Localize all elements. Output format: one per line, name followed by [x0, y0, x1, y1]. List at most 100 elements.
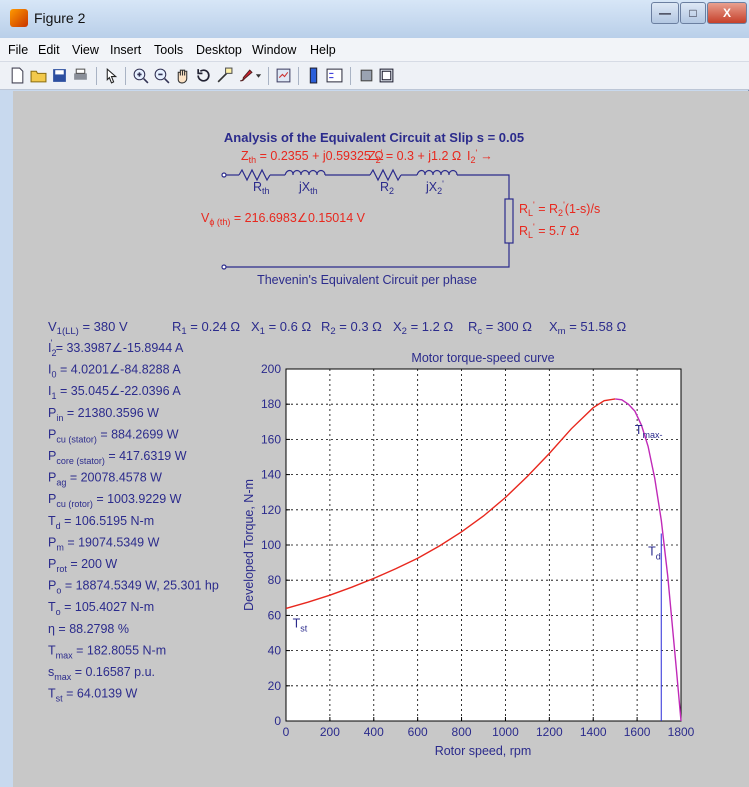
rl-formula: RL' = R2'(1-s)/s — [519, 200, 600, 218]
result-item: I1 = 35.045∠-22.0396 A — [48, 384, 181, 401]
result-item: I2' = 33.3987∠-15.8944 A — [48, 338, 184, 358]
menu-help[interactable]: Help — [310, 43, 336, 57]
result-item: η = 88.2798 % — [48, 622, 129, 636]
link-plot-icon[interactable] — [275, 67, 292, 84]
x-tick-label: 200 — [320, 725, 340, 739]
machine-parameters: V1(LL) = 380 V R1 = 0.24 Ω X1 = 0.6 Ω R2… — [48, 319, 627, 337]
series-line-0 — [285, 398, 616, 610]
result-item: Pm = 19074.5349 W — [48, 535, 160, 552]
result-item: smax = 0.16587 p.u. — [48, 665, 155, 682]
menu-file[interactable]: File — [8, 43, 29, 57]
zoom-in-icon[interactable] — [132, 67, 149, 84]
menu-desktop[interactable]: Desktop — [196, 43, 242, 57]
maximize-icon: □ — [689, 6, 697, 20]
x-tick-label: 1400 — [580, 725, 607, 739]
y-tick-label: 200 — [261, 362, 281, 376]
y-tick-label: 0 — [274, 714, 281, 728]
rotate-3d-icon[interactable] — [195, 67, 212, 84]
chevron-down-icon[interactable] — [255, 72, 262, 80]
result-item: Po = 18874.5349 W, 25.301 hp — [48, 579, 219, 596]
result-item: I0 = 4.0201∠-84.8288 A — [48, 363, 181, 380]
param-v1: V1(LL) = 380 V — [48, 319, 128, 337]
colorbar-icon[interactable] — [305, 67, 322, 84]
x-tick-label: 0 — [283, 725, 290, 739]
terminal-top — [221, 172, 227, 178]
result-item: Prot = 200 W — [48, 557, 117, 574]
x-tick-label: 400 — [364, 725, 384, 739]
menu-tools[interactable]: Tools — [154, 43, 184, 57]
menu-bar: File Edit View Insert Tools Desktop Wind… — [0, 38, 749, 62]
inductor-xth — [284, 169, 326, 176]
zth-label: Zth = 0.2355 + j0.59325 Ω — [241, 149, 384, 165]
chart-annotation: Td — [648, 545, 661, 562]
maximize-button[interactable]: □ — [680, 2, 706, 24]
y-tick-label: 120 — [261, 503, 281, 517]
param-rc: Rc = 300 Ω — [468, 319, 532, 337]
vphi-label: Vϕ (th) = 216.6983∠0.15014 V — [201, 211, 366, 227]
result-item: To = 105.4027 N-m — [48, 600, 154, 617]
result-item: Pin = 21380.3596 W — [48, 406, 159, 423]
series-line-1 — [615, 398, 682, 722]
wire — [226, 243, 510, 268]
result-item: Pag = 20078.4578 W — [48, 471, 162, 488]
minimize-icon: — — [659, 6, 671, 20]
data-cursor-icon[interactable] — [216, 67, 233, 84]
open-file-icon[interactable] — [30, 67, 47, 84]
matlab-icon — [10, 9, 28, 27]
arrow-select-icon[interactable] — [103, 67, 120, 84]
x-tick-label: 1200 — [536, 725, 563, 739]
legend-icon[interactable] — [326, 67, 343, 84]
brush-icon[interactable] — [237, 67, 254, 84]
circuit-caption: Thevenin's Equivalent Circuit per phase — [257, 273, 477, 287]
param-r1: R1 = 0.24 Ω — [172, 319, 240, 337]
result-item: Pcore (stator) = 417.6319 W — [48, 449, 187, 466]
figure-toolbar — [0, 62, 749, 90]
close-button[interactable]: X — [707, 2, 747, 24]
toolbar-separator — [125, 67, 126, 85]
save-icon[interactable] — [51, 67, 68, 84]
print-icon[interactable] — [72, 67, 89, 84]
title-bar[interactable]: Figure 2 — □ X — [0, 0, 749, 38]
y-tick-label: 160 — [261, 432, 281, 446]
param-x1: X1 = 0.6 Ω — [251, 319, 311, 337]
y-tick-label: 180 — [261, 397, 281, 411]
y-tick-label: 140 — [261, 468, 281, 482]
minimize-button[interactable]: — — [651, 2, 679, 24]
x-tick-label: 1600 — [624, 725, 651, 739]
chart-title: Motor torque-speed curve — [411, 351, 554, 365]
y-tick-label: 20 — [268, 679, 282, 693]
x-tick-label: 800 — [452, 725, 472, 739]
menu-window[interactable]: Window — [252, 43, 297, 57]
i2-label: I2' → — [467, 148, 493, 165]
toolbar-separator — [96, 67, 97, 85]
terminal-bottom — [221, 264, 227, 270]
menu-edit[interactable]: Edit — [38, 43, 60, 57]
rth-label: Rth — [253, 180, 270, 196]
menu-insert[interactable]: Insert — [110, 43, 142, 57]
resistor-r2 — [369, 168, 402, 182]
toolbar-separator — [350, 67, 351, 85]
circuit-title: Analysis of the Equivalent Circuit at Sl… — [224, 130, 524, 145]
chart-annotation: Tmax- — [635, 423, 663, 440]
param-r2: R2 = 0.3 Ω — [321, 319, 382, 337]
resistor-rth — [238, 168, 271, 182]
zoom-out-icon[interactable] — [153, 67, 170, 84]
show-plot-tools-icon[interactable] — [378, 67, 395, 84]
new-figure-icon[interactable] — [9, 67, 26, 84]
menu-view[interactable]: View — [72, 43, 99, 57]
result-item: Td = 106.5195 N-m — [48, 514, 154, 531]
result-item: Pcu (rotor) = 1003.9229 W — [48, 492, 182, 509]
pan-hand-icon[interactable] — [174, 67, 191, 84]
param-xm: Xm = 51.58 Ω — [549, 319, 627, 337]
result-item: Tst = 64.0139 W — [48, 687, 138, 704]
hide-plot-tools-icon[interactable] — [358, 67, 375, 84]
toolbar-separator — [268, 67, 269, 85]
results-list: I2' = 33.3987∠-15.8944 A I0 = 4.0201∠-84.… — [48, 338, 219, 704]
load-resistor-rl — [504, 198, 514, 244]
circuit-diagram — [221, 168, 514, 270]
wire — [457, 174, 510, 199]
xth-label: jXth — [298, 180, 318, 196]
chart-annotation: Tst — [293, 617, 308, 634]
inductor-x2 — [416, 169, 458, 176]
